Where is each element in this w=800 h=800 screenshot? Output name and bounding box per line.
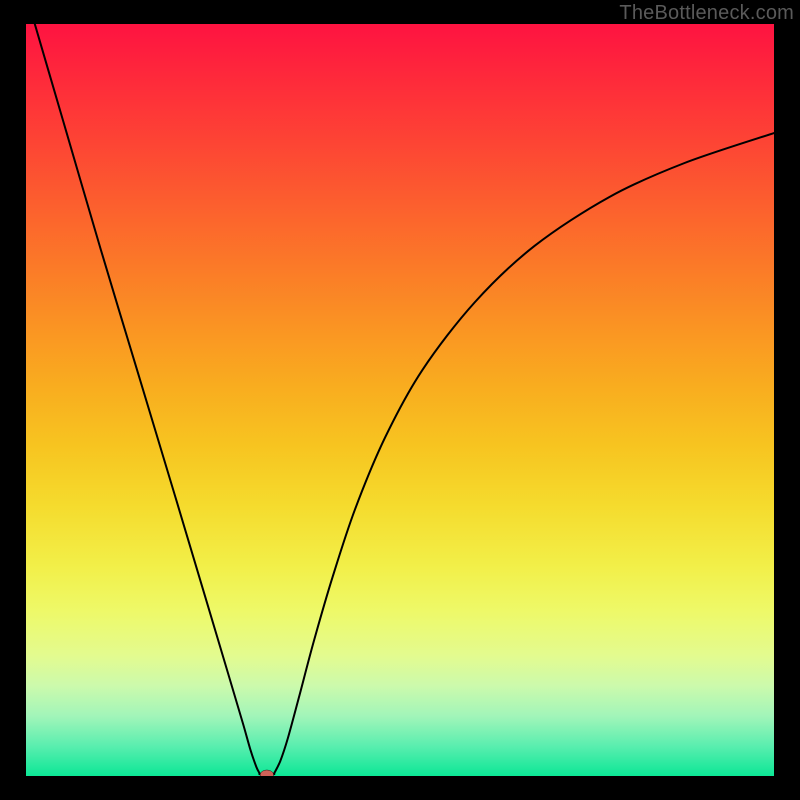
plot-frame — [0, 776, 800, 800]
plot-frame — [0, 0, 26, 800]
plot-frame — [774, 0, 800, 800]
bottleneck-chart — [0, 0, 800, 800]
plot-background-gradient — [26, 24, 774, 776]
watermark-text: TheBottleneck.com — [619, 2, 794, 25]
chart-root: TheBottleneck.com — [0, 0, 800, 800]
